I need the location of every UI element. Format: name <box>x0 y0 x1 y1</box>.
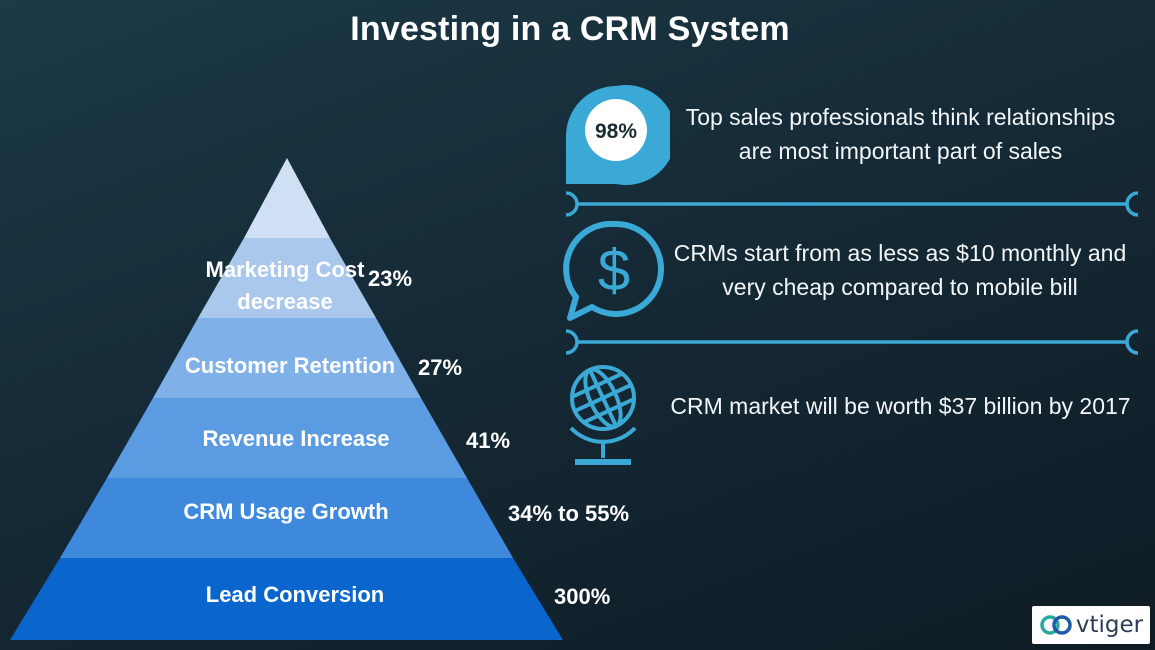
globe-icon <box>569 365 637 465</box>
vtiger-logo-icon <box>1040 615 1072 635</box>
pyramid-tier-marketing <box>198 238 376 318</box>
tier-label-usage: CRM Usage Growth <box>183 499 389 524</box>
fact-pricing-text: CRMs start from as less as $10 monthly a… <box>673 240 1127 300</box>
tier-label-conversion: Lead Conversion <box>205 582 385 607</box>
vtiger-logo-text: vtiger <box>1075 612 1144 638</box>
pyramid-tier-apex <box>244 158 330 238</box>
divider-line <box>565 329 1139 355</box>
pyramid-tier-conversion <box>10 558 563 640</box>
tier-value-retention: 27% <box>418 355 463 380</box>
tier-value-conversion: 300% <box>554 584 611 609</box>
fact-market-text: CRM market will be worth $37 billion by … <box>670 393 1131 419</box>
pyramid-tier-usage <box>60 478 513 558</box>
dollar-speech-bubble-icon: $ <box>563 220 664 321</box>
pyramid-tier-retention <box>153 318 421 398</box>
pyramid-diagram <box>10 158 563 640</box>
tier-value-usage: 34% to 55% <box>508 501 630 526</box>
badge-98-percent: 98% <box>595 120 637 143</box>
tier-label-retention: Customer Retention <box>184 353 396 378</box>
tier-value-marketing: 23% <box>368 266 413 291</box>
tier-label-revenue: Revenue Increase <box>202 426 390 451</box>
pyramid-tier-revenue <box>107 398 467 478</box>
fact-relationships-text: Top sales professionals think relationsh… <box>685 104 1116 164</box>
divider-line <box>565 191 1139 217</box>
page-title: Investing in a CRM System <box>350 10 790 48</box>
svg-text:$: $ <box>598 238 630 303</box>
tier-value-revenue: 41% <box>466 428 511 453</box>
speech-bubble-98-percent-icon: 98% <box>566 85 670 185</box>
tier-label-marketing: Marketing Cost decrease <box>205 257 365 314</box>
vtiger-logo: vtiger <box>1032 606 1150 644</box>
